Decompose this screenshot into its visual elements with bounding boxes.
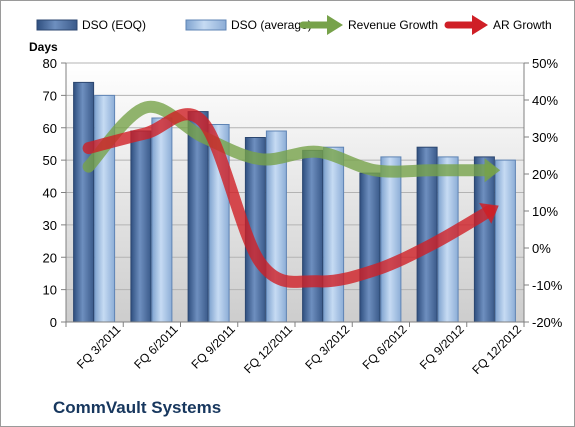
legend: DSO (EOQ) DSO (average) Revenue Growth AR G… (36, 15, 552, 35)
y2-tick-label: 30% (532, 130, 558, 145)
y2-tick-label: 10% (532, 204, 558, 219)
revenue-growth-line (82, 100, 496, 178)
bar-dso-eoq (130, 130, 152, 323)
x-tick-label: FQ 9/2011 (189, 322, 239, 372)
y-tick-label: 40 (43, 186, 57, 201)
x-tick-label: FQ 6/2011 (131, 322, 181, 372)
ar-growth-arrowhead (479, 203, 499, 224)
legend-swatch-dso-average (185, 19, 227, 31)
legend-label: AR Growth (493, 18, 552, 32)
y-tick-label: 50 (43, 153, 57, 168)
bar-dso-average (151, 117, 173, 323)
y-tick-label: 70 (43, 88, 57, 103)
bar-dso-eoq (359, 172, 381, 323)
bar-dso-average (494, 159, 516, 323)
y-tick-label: 60 (43, 121, 57, 136)
y-tick-label: 80 (43, 56, 57, 71)
chart-caption: CommVault Systems (53, 398, 221, 417)
legend-label: DSO (EOQ) (82, 18, 146, 32)
ar-growth-line (82, 108, 496, 288)
legend-label: Revenue Growth (348, 18, 438, 32)
legend-label: DSO (average) (231, 18, 312, 32)
revenue-growth-arrowhead (484, 158, 501, 183)
y-tick-label: 10 (43, 283, 57, 298)
growth-lines (82, 100, 501, 288)
y-tick-label: 0 (50, 315, 57, 330)
y2-tick-label: 0% (532, 241, 551, 256)
legend-arrow-icon (327, 15, 343, 35)
y2-tick-label: -10% (532, 278, 563, 293)
bar-dso-average (323, 146, 345, 323)
legend-swatch-dso-eoq (36, 19, 78, 31)
bar-dso-eoq (73, 81, 95, 323)
y2-tick-label: 50% (532, 56, 558, 71)
x-tick-label: FQ 6/2012 (360, 322, 410, 372)
y-tick-label: 20 (43, 250, 57, 265)
bar-dso-eoq (473, 156, 495, 323)
x-tick-label: FQ 12/2011 (241, 322, 295, 376)
y2-tick-label: -20% (532, 315, 563, 330)
bar-dso-average (380, 156, 402, 323)
x-tick-label: FQ 9/2012 (417, 322, 467, 372)
bar-dso-eoq (302, 149, 324, 323)
y-tick-label: 30 (43, 218, 57, 233)
x-tick-label: FQ 3/2012 (302, 322, 352, 372)
x-tick-label: FQ 12/2012 (469, 322, 524, 377)
x-tick-label: FQ 3/2011 (74, 322, 124, 372)
y-axis-title: Days (29, 40, 58, 54)
y2-tick-label: 40% (532, 93, 558, 108)
legend-arrow-icon (472, 15, 488, 35)
y2-tick-label: 20% (532, 167, 558, 182)
